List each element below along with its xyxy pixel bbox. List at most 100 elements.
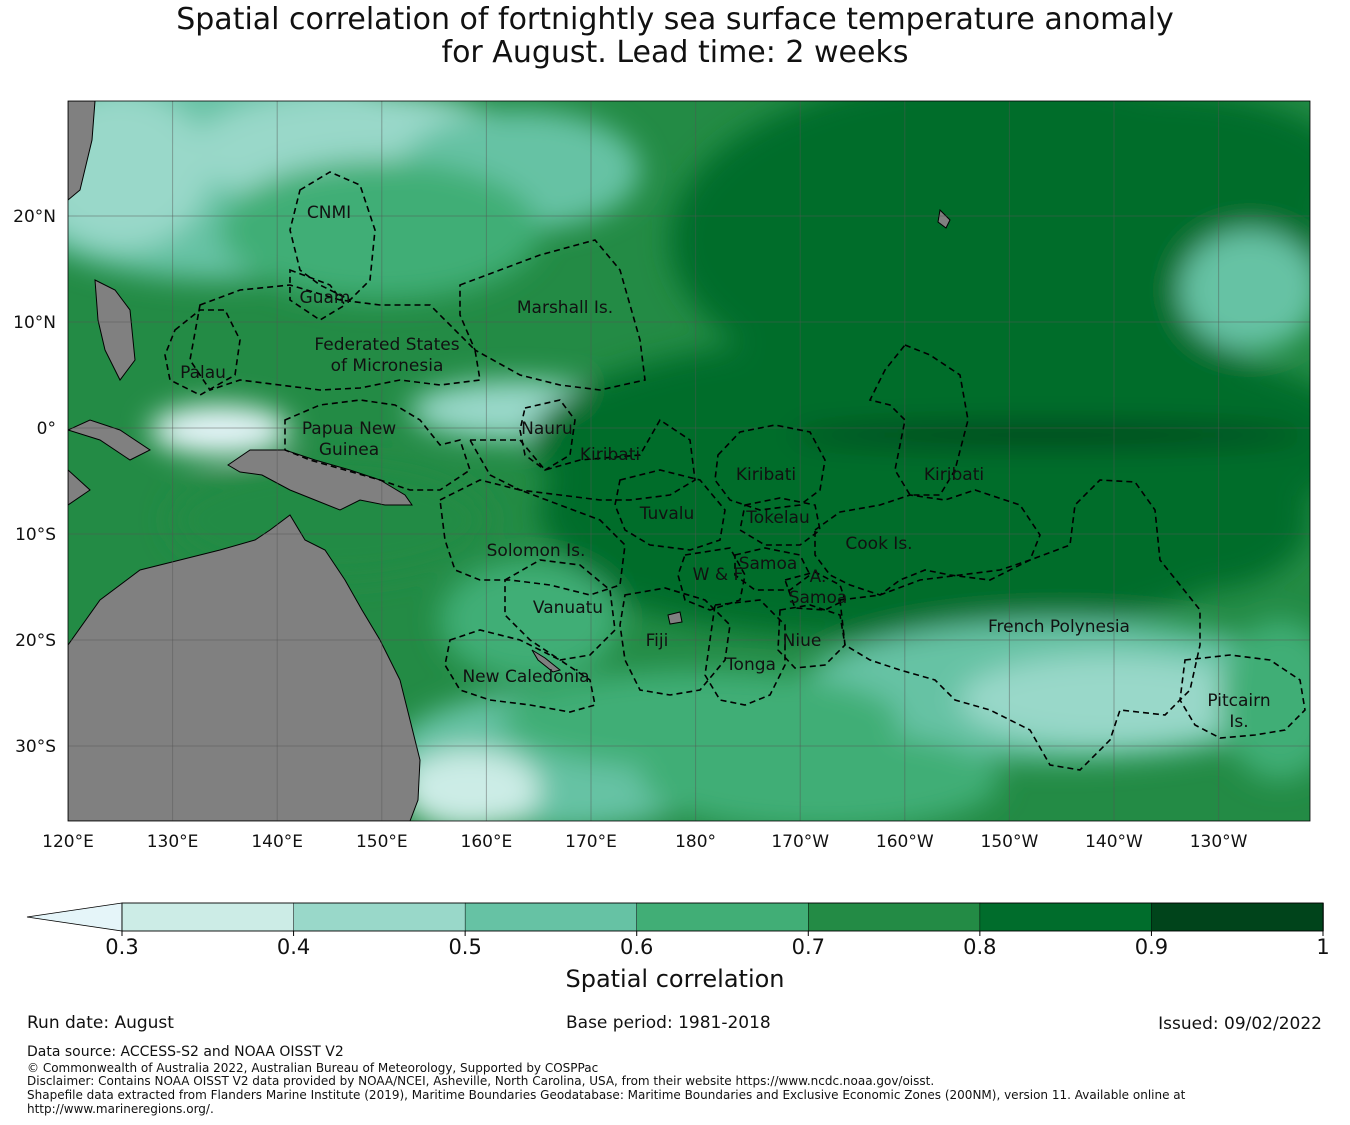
- shapefile-url: http://www.marineregions.org/.: [27, 1102, 214, 1116]
- map-title-line-1: Spatial correlation of fortnightly sea s…: [176, 2, 1174, 37]
- region-label-line: Tuvalu: [639, 504, 695, 524]
- eez-nauru: [519, 399, 576, 471]
- asia-land: [68, 101, 96, 201]
- eez-tuvalu: [614, 469, 726, 551]
- eez-cook: [814, 489, 1041, 596]
- eez-marshall: [459, 239, 646, 391]
- eez-png: [284, 399, 471, 491]
- region-label-asamoa: A. Samoa: [789, 567, 848, 608]
- map-title-line-2: for August. Lead time: 2 weeks: [441, 35, 909, 70]
- eez-vanuatu: [504, 559, 616, 661]
- region-label-newcal: New Caledonia: [462, 667, 589, 687]
- colorbar-segments: [121, 902, 1324, 932]
- region-label-line: Papua New: [302, 419, 396, 439]
- disclaimer: Disclaimer: Contains NOAA OISST V2 data …: [27, 1074, 935, 1088]
- region-label-line: CNMI: [307, 203, 351, 223]
- eez-solomon: [439, 479, 626, 596]
- region-label-line: Kiribati: [924, 465, 984, 485]
- colorbar-segment: [808, 902, 981, 932]
- region-label-line: Marshall Is.: [517, 298, 613, 318]
- region-label-kiribati-c: Kiribati: [736, 465, 796, 485]
- region-label-cnmi: CNMI: [307, 203, 351, 223]
- colorbar-segment: [121, 902, 295, 932]
- region-label-nauru: Nauru: [521, 419, 573, 439]
- region-label-tokelau: Tokelau: [745, 508, 810, 528]
- region-label-line: Vanuatu: [533, 598, 603, 618]
- region-label-line: Fiji: [646, 631, 669, 651]
- lat-tick-label: 0°: [37, 419, 56, 439]
- eez-guam: [289, 268, 347, 321]
- eez-kiribati-e: [868, 344, 969, 496]
- region-label-line: French Polynesia: [988, 617, 1130, 637]
- region-label-solomon: Solomon Is.: [487, 541, 586, 561]
- region-label-line: Cook Is.: [845, 534, 912, 554]
- region-label-guam: Guam: [300, 288, 351, 308]
- eez-fsm: [189, 284, 481, 391]
- lat-tick-label: 20°N: [13, 207, 56, 227]
- region-label-line: Solomon Is.: [487, 541, 586, 561]
- map-frame: [67, 100, 1311, 822]
- eez-samoa: [734, 547, 812, 591]
- eez-kiribati-c: [714, 424, 826, 511]
- region-label-fsm: Federated States of Micronesia: [314, 335, 459, 376]
- eez-cnmi: [289, 171, 376, 301]
- region-label-vanuatu: Vanuatu: [533, 598, 603, 618]
- eez-wf: [677, 547, 746, 611]
- eez-kiribati-w: [468, 418, 696, 501]
- lat-tick-label: 10°N: [13, 313, 56, 333]
- colorbar-tick-label: 0.5: [448, 935, 481, 959]
- eez-tokelau: [739, 497, 821, 546]
- region-label-line: Kiribati: [736, 465, 796, 485]
- lat-tick-label: 30°S: [15, 737, 56, 757]
- colorbar-segment: [1151, 902, 1324, 932]
- australia-land: [68, 514, 421, 821]
- colorbar-tick-label: 0.6: [620, 935, 653, 959]
- eez-palau: [164, 309, 241, 396]
- region-labels: CNMI Guam Marshall Is. Federated States of M…: [180, 203, 1271, 732]
- region-label-line: Samoa: [739, 554, 798, 574]
- region-label-line: Is.: [1229, 712, 1248, 732]
- latitude-tick-labels: 20°N 10°N 0° 10°S 20°S 30°S: [13, 207, 56, 757]
- lat-tick-label: 20°S: [15, 631, 56, 651]
- region-label-fiji: Fiji: [646, 631, 669, 651]
- lon-tick-label: 170°E: [565, 832, 617, 852]
- lon-tick-label: 130°W: [1190, 832, 1248, 852]
- lon-tick-label: 150°W: [981, 832, 1039, 852]
- lon-tick-label: 170°W: [771, 832, 829, 852]
- region-label-line: Guinea: [319, 440, 379, 460]
- region-label-frpoly: French Polynesia: [988, 617, 1130, 637]
- region-label-tuvalu: Tuvalu: [639, 504, 695, 524]
- region-label-line: W & F: [693, 565, 744, 585]
- region-label-kiribati-e: Kiribati: [924, 465, 984, 485]
- hawaii-land: [937, 208, 951, 229]
- region-label-line: Tokelau: [745, 508, 810, 528]
- colorbar-segment: [293, 902, 466, 932]
- eez-niue: [777, 604, 846, 669]
- colorbar-frame: [121, 902, 1324, 932]
- base-period: Base period: 1981-2018: [566, 1013, 771, 1033]
- lon-tick-label: 140°W: [1085, 832, 1143, 852]
- colorbar: 0.3 0.4 0.5 0.6 0.7 0.8 0.9 1 Spatial correlati…: [26, 902, 1330, 993]
- eez-french-polynesia: [839, 479, 1201, 771]
- philippines-land: [94, 279, 136, 381]
- colorbar-tick-label: 1: [1316, 935, 1329, 959]
- lon-tick-label: 150°E: [356, 832, 408, 852]
- colorbar-tick-label: 0.9: [1135, 935, 1168, 959]
- region-label-tonga: Tonga: [725, 655, 776, 675]
- region-label-line: Federated States: [314, 335, 459, 355]
- colorbar-label: Spatial correlation: [565, 965, 784, 993]
- region-label-line: Palau: [180, 363, 226, 383]
- colorbar-ticks: 0.3 0.4 0.5 0.6 0.7 0.8 0.9 1: [105, 931, 1330, 959]
- region-label-line: of Micronesia: [331, 356, 444, 376]
- region-label-line: New Caledonia: [462, 667, 589, 687]
- eez-pitcairn: [1179, 654, 1306, 739]
- indonesia-land: [68, 419, 151, 461]
- region-label-marshall: Marshall Is.: [517, 298, 613, 318]
- lon-tick-label: 160°W: [876, 832, 934, 852]
- eez-fiji: [619, 587, 731, 696]
- eez-new-caledonia: [444, 629, 596, 713]
- region-label-line: Nauru: [521, 419, 573, 439]
- copyright: © Commonwealth of Australia 2022, Austra…: [27, 1061, 599, 1075]
- eez-tonga: [704, 599, 786, 706]
- longitude-tick-labels: 120°E 130°E 140°E 150°E 160°E 170°E 180° 170°W 1…: [42, 832, 1248, 852]
